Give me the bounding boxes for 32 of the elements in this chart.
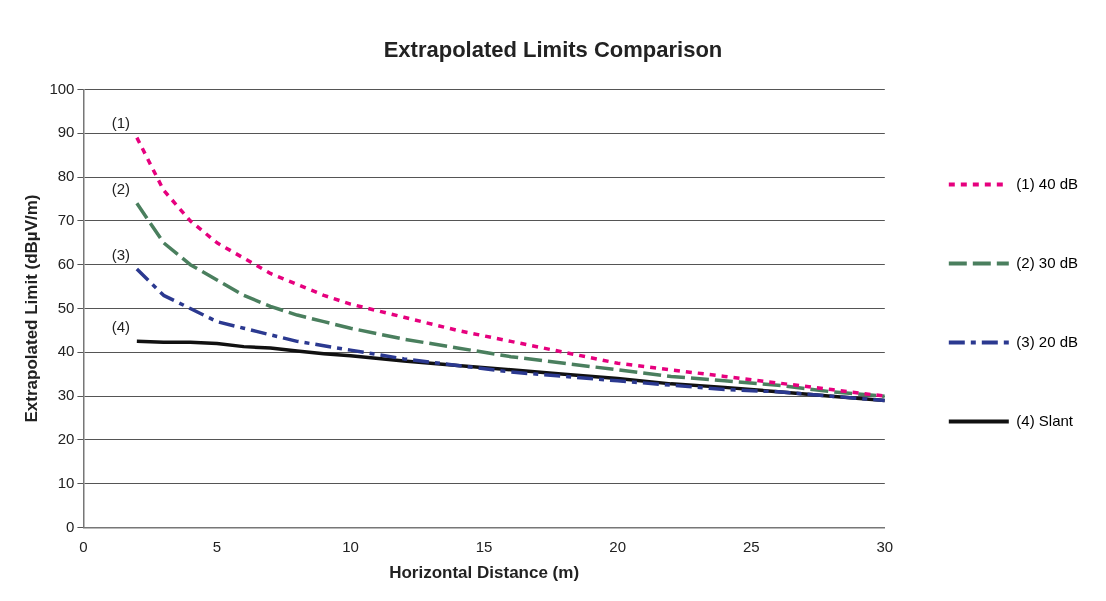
legend-label: (3) 20 dB	[1016, 332, 1078, 350]
x-tick-label: 20	[609, 537, 627, 555]
y-tick-label: 20	[57, 430, 75, 448]
legend-label: (4) Slant	[1016, 411, 1074, 429]
annotation: (2)	[111, 179, 131, 197]
y-tick-label: 60	[57, 254, 75, 272]
x-tick-label: 5	[212, 537, 222, 555]
x-tick-label: 30	[876, 537, 894, 555]
chart-title: Extrapolated Limits Comparison	[383, 37, 723, 63]
y-tick-label: 80	[57, 167, 75, 185]
y-tick-label: 10	[57, 473, 75, 491]
annotation: (4)	[111, 318, 131, 336]
legend-label: (2) 30 dB	[1016, 253, 1078, 271]
line-series	[135, 201, 885, 398]
y-tick-label: 90	[57, 123, 75, 141]
x-tick-label: 25	[742, 537, 760, 555]
legend-label: (1) 40 dB	[1016, 174, 1078, 192]
annotation: (3)	[111, 245, 131, 263]
y-axis-title: Extrapolated Limit (dBµV/m)	[21, 194, 41, 423]
y-tick-label: 0	[66, 517, 75, 535]
x-tick-label: 0	[79, 537, 88, 555]
line-series	[135, 135, 885, 398]
x-axis-title: Horizontal Distance (m)	[389, 563, 580, 583]
line-series	[135, 267, 885, 403]
x-tick-label: 10	[342, 537, 359, 555]
annotation: (1)	[111, 114, 131, 132]
y-tick-label: 100	[49, 79, 75, 97]
x-tick-label: 15	[475, 537, 493, 555]
y-tick-label: 40	[57, 342, 75, 360]
y-tick-label: 50	[57, 298, 75, 316]
y-tick-label: 70	[57, 211, 75, 228]
y-tick-label: 30	[57, 386, 75, 404]
